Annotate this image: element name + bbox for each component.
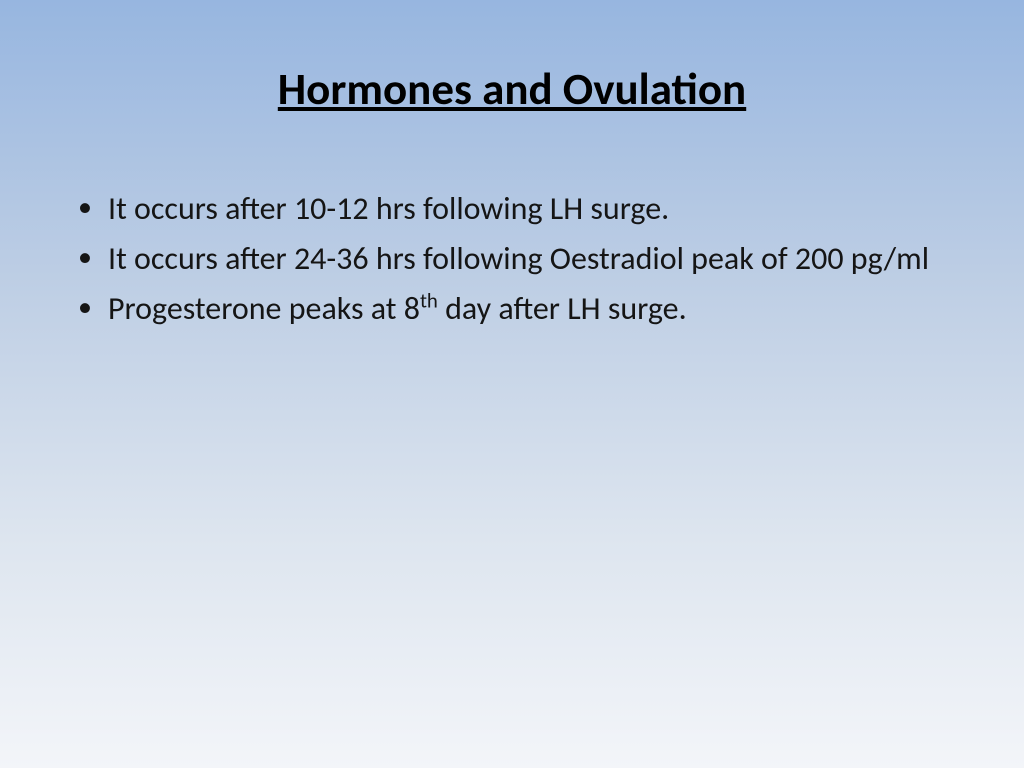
bullet-item: Progesterone peaks at 8th day after LH s…	[70, 289, 954, 329]
bullet-text-pre: Progesterone peaks at 8	[108, 289, 420, 328]
bullet-list: It occurs after 10-12 hrs following LH s…	[70, 189, 954, 329]
bullet-item: It occurs after 10-12 hrs following LH s…	[70, 189, 954, 229]
bullet-text-post: day after LH surge.	[438, 289, 687, 328]
bullet-item: It occurs after 24-36 hrs following Oest…	[70, 239, 954, 279]
bullet-text-sup: th	[420, 287, 438, 313]
slide-body: It occurs after 10-12 hrs following LH s…	[0, 117, 1024, 329]
slide: Hormones and Ovulation It occurs after 1…	[0, 0, 1024, 768]
slide-title: Hormones and Ovulation	[0, 0, 1024, 117]
